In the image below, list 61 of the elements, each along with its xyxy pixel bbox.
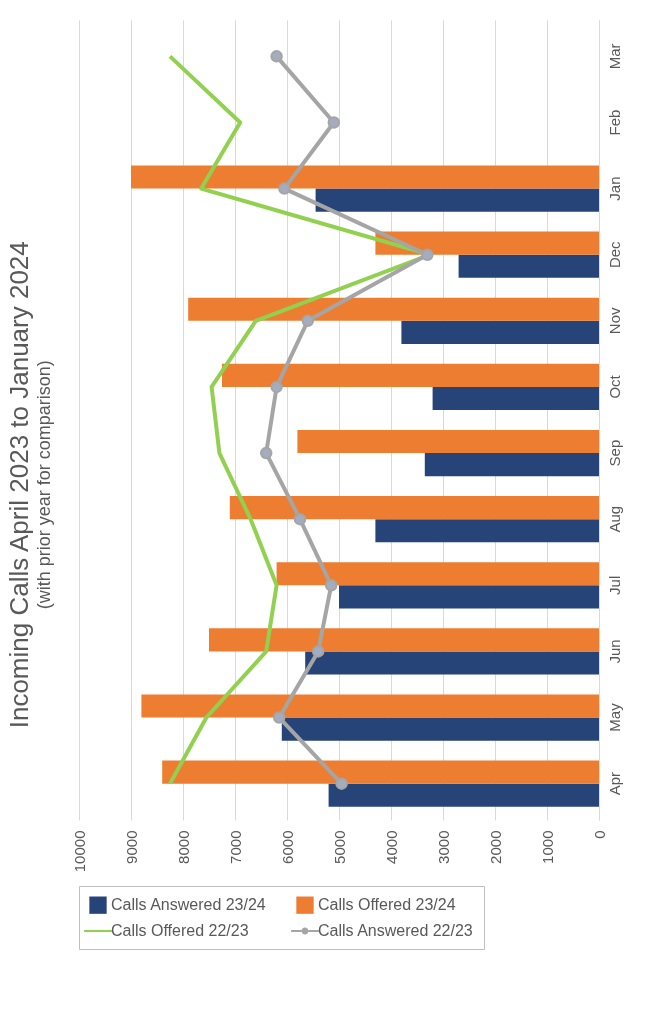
bar — [297, 429, 599, 454]
x-tick-label: 9000 — [122, 830, 140, 864]
point — [421, 248, 434, 261]
y-tick-label: May — [605, 702, 623, 732]
bar — [141, 694, 599, 718]
y-tick-label: Feb — [605, 109, 623, 136]
point — [278, 182, 291, 195]
y-tick-label: Mar — [605, 43, 623, 70]
point — [270, 380, 283, 394]
point — [335, 777, 348, 790]
bar — [315, 188, 599, 212]
bar — [375, 231, 599, 255]
bar — [305, 651, 599, 675]
x-tick-label: 7000 — [226, 830, 244, 864]
bar — [162, 760, 599, 784]
text: (with prior year for comparison) — [34, 360, 54, 610]
y-tick-label: Jul — [605, 575, 623, 595]
bar — [432, 386, 599, 411]
y-tick-label: Apr — [605, 771, 623, 796]
x-tick-label: 0 — [590, 830, 608, 839]
bar — [375, 519, 599, 543]
x-tick-label: 6000 — [278, 830, 296, 864]
text: Incoming Calls April 2023 to January 2024 — [4, 241, 34, 729]
y-tick-label: Oct — [605, 374, 623, 399]
point — [259, 446, 273, 460]
bar — [209, 628, 599, 652]
bar — [276, 562, 599, 586]
bar — [188, 297, 599, 321]
point — [301, 314, 315, 328]
point — [272, 711, 286, 724]
x-tick-label: 5000 — [330, 830, 348, 864]
y-tick-label: Dec — [605, 240, 623, 269]
bar — [339, 585, 599, 609]
point — [270, 50, 283, 63]
x-tick-label: 8000 — [174, 830, 192, 864]
legend-label: Calls Offered 22/23 — [111, 922, 249, 939]
bar — [424, 453, 599, 477]
bar — [458, 254, 599, 278]
legend-label: Calls Offered 23/24 — [318, 896, 456, 914]
point — [293, 512, 307, 526]
point — [324, 579, 338, 592]
bar — [401, 320, 599, 344]
bar — [229, 496, 599, 520]
x-tick-label: 1000 — [538, 830, 556, 864]
bar — [131, 165, 599, 189]
x-tick-label: 10000 — [70, 830, 88, 873]
y-tick-label: Jun — [605, 639, 623, 664]
y-tick-label: Jan — [605, 176, 623, 201]
point — [327, 116, 341, 129]
point — [311, 645, 325, 658]
legend-label: Calls Answered 23/24 — [111, 896, 266, 914]
x-tick-label: 3000 — [434, 830, 452, 864]
y-tick-label: Aug — [605, 505, 623, 533]
legend-label: Calls Answered 22/23 — [318, 922, 473, 939]
y-tick-label: Sep — [605, 439, 623, 467]
bar — [281, 717, 599, 741]
bar — [222, 363, 599, 387]
bar — [328, 783, 599, 807]
x-tick-label: 4000 — [382, 830, 400, 864]
x-tick-label: 2000 — [486, 830, 504, 864]
y-tick-label: Nov — [605, 307, 623, 335]
